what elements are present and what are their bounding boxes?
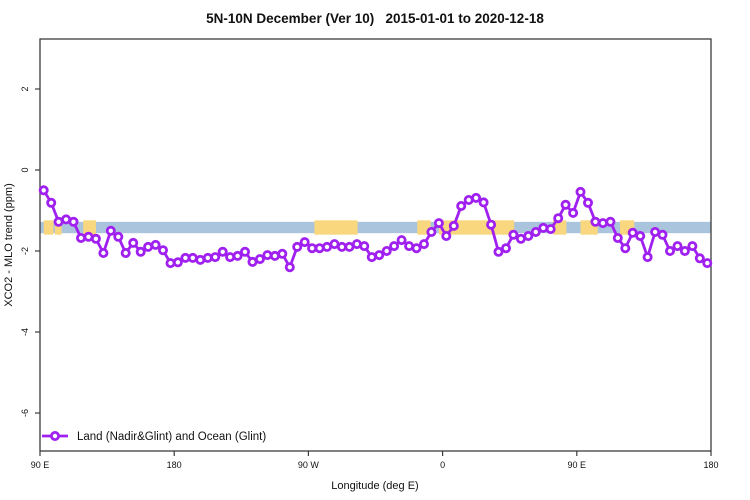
data-point: [665, 245, 676, 256]
data-point: [68, 216, 79, 227]
data-point: [195, 254, 206, 265]
data-point: [105, 225, 116, 236]
data-point: [635, 230, 646, 241]
data-point: [172, 257, 183, 268]
data-point: [299, 237, 310, 248]
data-point: [590, 216, 601, 227]
data-point: [538, 222, 549, 233]
data-point: [642, 252, 653, 263]
data-point: [471, 192, 482, 203]
ocean-band: [40, 221, 711, 234]
data-point: [381, 245, 392, 256]
data-point: [612, 232, 623, 243]
data-point: [545, 224, 556, 235]
data-point: [597, 218, 608, 229]
y-axis-label: XCO2 - MLO trend (ppm): [3, 183, 15, 306]
x-tick-label: 90 W: [298, 460, 320, 470]
data-point: [113, 231, 124, 242]
data-point: [657, 229, 668, 240]
y-tick-label: -2: [20, 247, 30, 255]
data-point: [314, 243, 325, 254]
data-point: [225, 252, 236, 263]
data-point: [418, 239, 429, 250]
data-point: [374, 250, 385, 261]
data-point: [359, 241, 370, 252]
x-axis-label: Longitude (deg E): [331, 480, 418, 492]
data-point: [560, 199, 571, 210]
land-segment: [43, 220, 54, 235]
data-point: [478, 197, 489, 208]
data-point: [128, 237, 139, 248]
data-point: [500, 243, 511, 254]
data-point: [679, 245, 690, 256]
data-point: [262, 250, 273, 261]
data-point: [76, 232, 87, 243]
data-point: [239, 246, 250, 257]
y-tick-label: 2: [20, 86, 30, 91]
data-point: [396, 235, 407, 246]
data-point: [493, 246, 504, 257]
data-point: [620, 243, 631, 254]
legend-marker: [50, 430, 61, 441]
data-point: [98, 247, 109, 258]
data-point: [232, 250, 243, 261]
x-tick-label: 0: [440, 460, 445, 470]
data-point: [694, 253, 705, 264]
data-point: [292, 241, 303, 252]
data-point: [687, 241, 698, 252]
data-point: [120, 247, 131, 258]
data-point: [523, 230, 534, 241]
data-point: [389, 241, 400, 252]
data-point: [441, 230, 452, 241]
land-segment: [552, 220, 567, 235]
legend: Land (Nadir&Glint) and Ocean (Glint): [42, 430, 266, 443]
data-point: [254, 254, 265, 265]
data-point: [277, 248, 288, 259]
y-tick-label: -6: [20, 409, 30, 417]
y-tick-label: 0: [20, 167, 30, 172]
data-point: [568, 207, 579, 218]
data-point: [702, 258, 713, 269]
land-segment: [83, 220, 96, 235]
data-point: [411, 243, 422, 254]
data-point: [38, 185, 49, 196]
data-point: [210, 252, 221, 263]
land-segment: [54, 220, 62, 235]
plot-frame: [39, 38, 712, 452]
plot-area: 90 E 180 90 W 0 90 E 180 2 0 -2 -4 -6: [20, 38, 719, 470]
legend-label: Land (Nadir&Glint) and Ocean (Glint): [77, 431, 266, 443]
data-point: [217, 246, 228, 257]
data-point: [187, 252, 198, 263]
data-point: [575, 186, 586, 197]
data-point: [553, 213, 564, 224]
data-point: [135, 246, 146, 257]
data-point: [46, 197, 57, 208]
data-point: [456, 200, 467, 211]
data-point: [90, 233, 101, 244]
x-tick-label: 90 E: [31, 460, 50, 470]
data-point: [627, 227, 638, 238]
data-point: [157, 245, 168, 256]
data-point: [508, 229, 519, 240]
x-tick-label: 180: [703, 460, 718, 470]
data-point: [150, 239, 161, 250]
data-point: [426, 226, 437, 237]
x-tick-label: 90 E: [568, 460, 587, 470]
data-point: [486, 219, 497, 230]
land-segment: [314, 220, 358, 235]
data-point: [605, 216, 616, 227]
data-point: [530, 226, 541, 237]
data-point: [433, 218, 444, 229]
data-point: [672, 241, 683, 252]
x-tick-label: 180: [167, 460, 182, 470]
y-tick-label: -4: [20, 328, 30, 336]
data-point: [583, 197, 594, 208]
data-point: [143, 241, 154, 252]
data-point: [284, 262, 295, 273]
chart-title: 5N-10N December (Ver 10) 2015-01-01 to 2…: [206, 11, 544, 26]
data-point: [448, 220, 459, 231]
